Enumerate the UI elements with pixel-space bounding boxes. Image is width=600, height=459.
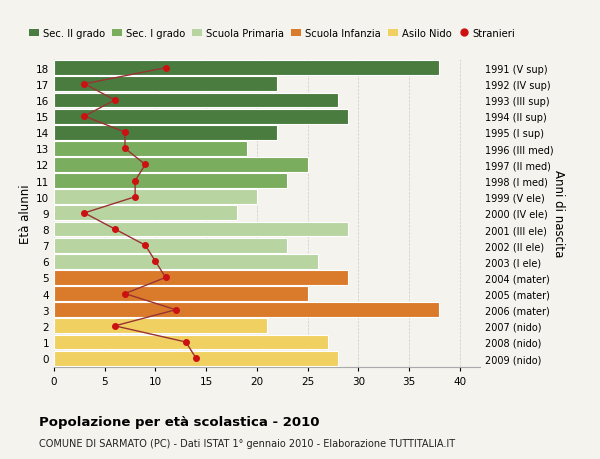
Bar bbox=[54, 93, 338, 108]
Bar bbox=[54, 222, 348, 237]
Bar bbox=[54, 142, 247, 157]
Bar bbox=[54, 61, 439, 76]
Legend: Sec. II grado, Sec. I grado, Scuola Primaria, Scuola Infanzia, Asilo Nido, Stran: Sec. II grado, Sec. I grado, Scuola Prim… bbox=[25, 25, 520, 43]
Bar bbox=[54, 238, 287, 253]
Bar bbox=[54, 351, 338, 366]
Bar bbox=[54, 190, 257, 205]
Bar bbox=[54, 206, 236, 221]
Bar bbox=[54, 335, 328, 350]
Bar bbox=[54, 302, 439, 318]
Bar bbox=[54, 270, 348, 285]
Text: COMUNE DI SARMATO (PC) - Dati ISTAT 1° gennaio 2010 - Elaborazione TUTTITALIA.IT: COMUNE DI SARMATO (PC) - Dati ISTAT 1° g… bbox=[39, 438, 455, 448]
Y-axis label: Anni di nascita: Anni di nascita bbox=[551, 170, 565, 257]
Bar bbox=[54, 77, 277, 92]
Bar bbox=[54, 254, 318, 269]
Bar bbox=[54, 174, 287, 189]
Y-axis label: Età alunni: Età alunni bbox=[19, 184, 32, 243]
Bar bbox=[54, 286, 308, 302]
Text: Popolazione per età scolastica - 2010: Popolazione per età scolastica - 2010 bbox=[39, 415, 320, 428]
Bar bbox=[54, 125, 277, 140]
Bar bbox=[54, 158, 308, 173]
Bar bbox=[54, 319, 267, 334]
Bar bbox=[54, 109, 348, 124]
